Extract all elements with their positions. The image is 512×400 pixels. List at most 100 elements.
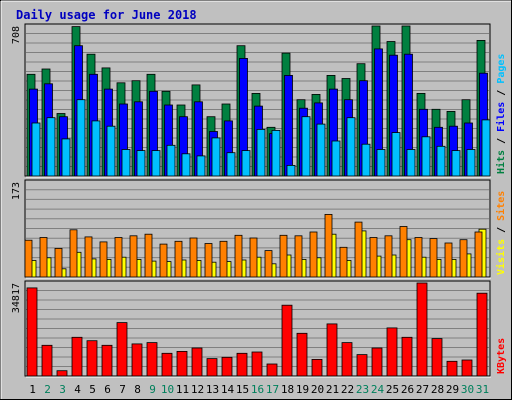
bar-kbytes-day-6 — [101, 344, 113, 377]
bar-kbytes-day-29 — [446, 360, 458, 377]
bar-sites-day-16 — [249, 237, 258, 278]
panel-middle-ymax-label: 173 — [11, 182, 22, 200]
bar-sites-day-8 — [129, 235, 138, 278]
chart-title: Daily usage for June 2018 — [16, 8, 197, 22]
x-tick-label-day-16: 16 — [251, 383, 264, 396]
bar-sites-day-31 — [474, 231, 483, 278]
bar-kbytes-day-15 — [236, 352, 248, 377]
bar-pages-day-19 — [301, 116, 311, 177]
bar-kbytes-day-5 — [86, 340, 98, 377]
bar-kbytes-day-12 — [191, 347, 203, 377]
series-label-part: Hits — [495, 150, 507, 174]
x-tick-label-day-7: 7 — [119, 383, 126, 396]
series-label-part: Sites — [495, 191, 507, 221]
x-tick-label-day-28: 28 — [431, 383, 444, 396]
bar-sites-day-12 — [189, 237, 198, 278]
bar-kbytes-day-24 — [371, 347, 383, 377]
x-tick-label-day-21: 21 — [326, 383, 339, 396]
bar-kbytes-day-21 — [326, 323, 338, 377]
bar-kbytes-day-28 — [431, 338, 443, 377]
bar-pages-day-28 — [436, 145, 446, 177]
x-tick-label-day-12: 12 — [191, 383, 204, 396]
bar-pages-day-12 — [196, 155, 206, 177]
x-tick-label-day-1: 1 — [29, 383, 36, 396]
bar-kbytes-day-7 — [116, 322, 128, 377]
bar-sites-day-27 — [414, 237, 423, 278]
bar-sites-day-9 — [144, 233, 153, 278]
bar-pages-day-10 — [166, 144, 176, 177]
bar-pages-day-20 — [316, 123, 326, 177]
chart-panels: 708 Hits / Files / Pages 173 Visits / Sites… — [11, 23, 507, 378]
bar-sites-day-3 — [54, 247, 63, 278]
bar-kbytes-day-3 — [56, 370, 68, 377]
x-tick-label-day-29: 29 — [446, 383, 459, 396]
x-tick-label-day-9: 9 — [149, 383, 156, 396]
bar-pages-day-31 — [481, 119, 491, 177]
bar-kbytes-day-16 — [251, 351, 263, 377]
bar-pages-day-13 — [211, 137, 221, 177]
panel-middle: 173 Visits / Sites — [11, 179, 507, 279]
bar-sites-day-13 — [204, 243, 213, 278]
bar-kbytes-day-27 — [416, 282, 428, 377]
x-tick-label-day-31: 31 — [476, 383, 489, 396]
bar-kbytes-day-23 — [356, 354, 368, 377]
bar-sites-day-5 — [84, 236, 93, 278]
x-tick-label-day-30: 30 — [461, 383, 474, 396]
bar-sites-day-29 — [444, 242, 453, 278]
bar-pages-day-18 — [286, 164, 296, 177]
bar-sites-day-24 — [369, 237, 378, 278]
bar-sites-day-2 — [39, 237, 48, 278]
bar-kbytes-day-4 — [71, 336, 83, 377]
x-tick-label-day-4: 4 — [74, 383, 81, 396]
bar-sites-day-21 — [324, 213, 333, 278]
panel-bottom-ymax-label: 34817 — [11, 283, 22, 313]
x-tick-label-day-14: 14 — [221, 383, 235, 396]
x-tick-label-day-25: 25 — [386, 383, 399, 396]
bar-sites-day-17 — [264, 250, 273, 278]
bar-pages-day-30 — [466, 149, 476, 177]
bar-pages-day-26 — [406, 149, 416, 177]
bar-pages-day-22 — [346, 117, 356, 177]
x-tick-label-day-8: 8 — [134, 383, 141, 396]
bar-pages-day-16 — [256, 128, 266, 177]
bar-kbytes-day-2 — [41, 344, 53, 377]
panel-top: 708 Hits / Files / Pages — [11, 23, 507, 178]
x-axis-labels: 1 2 3 4 5 6 7 8 9 10 11 12 13 14 15 16 17 18 19 20 21 22 23 24 2… — [29, 383, 489, 396]
x-tick-label-day-19: 19 — [296, 383, 309, 396]
panel-top-series-label: Hits / Files / Pages — [495, 54, 507, 174]
bar-pages-day-21 — [331, 140, 341, 177]
bar-kbytes-day-22 — [341, 342, 353, 377]
bar-pages-day-15 — [241, 150, 251, 177]
x-tick-label-day-22: 22 — [341, 383, 354, 396]
bar-sites-day-19 — [294, 235, 303, 278]
bar-files-day-18 — [284, 75, 293, 177]
x-tick-label-day-17: 17 — [266, 383, 279, 396]
bar-sites-day-14 — [219, 240, 228, 278]
bar-kbytes-day-18 — [281, 304, 293, 377]
series-label-part: / — [496, 132, 507, 150]
bar-kbytes-day-31 — [476, 292, 488, 377]
bar-kbytes-day-11 — [176, 350, 188, 377]
bar-kbytes-day-9 — [146, 342, 158, 377]
bar-sites-day-26 — [399, 226, 408, 278]
x-tick-label-day-13: 13 — [206, 383, 219, 396]
bar-pages-day-24 — [376, 149, 386, 177]
bar-sites-day-20 — [309, 231, 318, 278]
series-label-part: KBytes — [496, 338, 507, 374]
series-label-part: / — [496, 84, 507, 102]
bar-pages-day-5 — [91, 120, 101, 177]
bar-sites-day-15 — [234, 234, 243, 278]
panel-top-ymax-label: 708 — [11, 26, 22, 44]
bar-pages-day-23 — [361, 143, 371, 177]
bar-kbytes-day-10 — [161, 352, 173, 377]
x-tick-label-day-27: 27 — [416, 383, 429, 396]
bar-pages-day-14 — [226, 152, 236, 177]
bar-pages-day-1 — [31, 122, 41, 177]
panel-middle-series-label: Visits / Sites — [495, 191, 507, 275]
bar-sites-day-23 — [354, 221, 363, 278]
bar-kbytes-day-14 — [221, 356, 233, 377]
x-tick-label-day-15: 15 — [236, 383, 249, 396]
x-tick-label-day-20: 20 — [311, 383, 324, 396]
bar-pages-day-7 — [121, 149, 131, 177]
